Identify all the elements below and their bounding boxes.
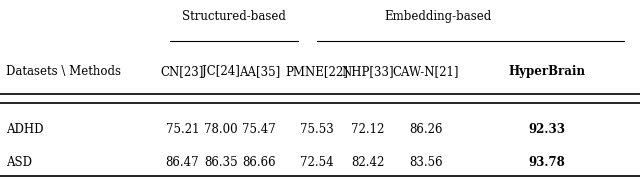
Text: 72.12: 72.12 xyxy=(351,123,385,136)
Text: 75.21: 75.21 xyxy=(166,123,199,136)
Text: ADHD: ADHD xyxy=(6,123,44,136)
Text: ASD: ASD xyxy=(6,156,33,168)
Text: 86.66: 86.66 xyxy=(243,156,276,168)
Text: CAW-N[21]: CAW-N[21] xyxy=(392,66,459,78)
Text: 86.47: 86.47 xyxy=(166,156,199,168)
Text: Datasets \ Methods: Datasets \ Methods xyxy=(6,66,122,78)
Text: NHP[33]: NHP[33] xyxy=(342,66,394,78)
Text: 93.78: 93.78 xyxy=(529,156,566,168)
Text: Structured-based: Structured-based xyxy=(182,10,285,23)
Text: Embedding-based: Embedding-based xyxy=(385,10,492,23)
Text: CN[23]: CN[23] xyxy=(161,66,204,78)
Text: AA[35]: AA[35] xyxy=(239,66,280,78)
Text: JC[24]: JC[24] xyxy=(202,66,240,78)
Text: 82.42: 82.42 xyxy=(351,156,385,168)
Text: 72.54: 72.54 xyxy=(300,156,333,168)
Text: 75.53: 75.53 xyxy=(300,123,333,136)
Text: 92.33: 92.33 xyxy=(529,123,566,136)
Text: 86.26: 86.26 xyxy=(409,123,442,136)
Text: PMNE[22]: PMNE[22] xyxy=(285,66,348,78)
Text: HyperBrain: HyperBrain xyxy=(509,66,586,78)
Text: 86.35: 86.35 xyxy=(204,156,237,168)
Text: 75.47: 75.47 xyxy=(243,123,276,136)
Text: 83.56: 83.56 xyxy=(409,156,442,168)
Text: 78.00: 78.00 xyxy=(204,123,237,136)
